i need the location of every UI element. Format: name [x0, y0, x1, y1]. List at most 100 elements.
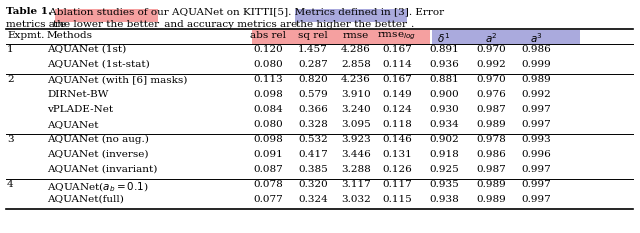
Text: 0.881: 0.881	[429, 75, 459, 84]
Text: 0.925: 0.925	[429, 165, 459, 174]
Text: 2: 2	[7, 75, 13, 84]
Text: AQUANet (1st-stat): AQUANet (1st-stat)	[47, 60, 150, 69]
Text: 0.287: 0.287	[298, 60, 328, 69]
Text: 3.095: 3.095	[341, 120, 371, 129]
Text: 4.236: 4.236	[341, 75, 371, 84]
Text: 0.320: 0.320	[298, 180, 328, 189]
Text: 0.891: 0.891	[429, 45, 459, 54]
Text: 0.146: 0.146	[382, 135, 412, 144]
Text: 1: 1	[7, 45, 13, 54]
FancyBboxPatch shape	[55, 8, 158, 21]
Text: 0.080: 0.080	[253, 120, 283, 129]
Text: $\delta^1$: $\delta^1$	[438, 31, 451, 45]
Text: 3.117: 3.117	[341, 180, 371, 189]
Text: AQUANet(full): AQUANet(full)	[47, 195, 124, 204]
Text: rmse$_{log}$: rmse$_{log}$	[378, 31, 417, 42]
Text: 0.976: 0.976	[476, 90, 506, 99]
Text: AQUANet (1st): AQUANet (1st)	[47, 45, 126, 54]
Text: 3.923: 3.923	[341, 135, 371, 144]
Text: 0.992: 0.992	[521, 90, 551, 99]
Text: 0.997: 0.997	[521, 165, 551, 174]
Text: Methods: Methods	[47, 31, 93, 40]
Text: 0.328: 0.328	[298, 120, 328, 129]
Text: 0.098: 0.098	[253, 90, 283, 99]
Text: 0.997: 0.997	[521, 120, 551, 129]
Text: 0.114: 0.114	[382, 60, 412, 69]
Text: 0.930: 0.930	[429, 105, 459, 114]
Text: AQUANet($a_b = 0.1$): AQUANet($a_b = 0.1$)	[47, 180, 148, 194]
Text: 0.120: 0.120	[253, 45, 283, 54]
Text: 0.579: 0.579	[298, 90, 328, 99]
Text: 0.986: 0.986	[476, 150, 506, 159]
Text: 0.084: 0.084	[253, 105, 283, 114]
Text: 4.286: 4.286	[341, 45, 371, 54]
Text: the lower the better: the lower the better	[53, 20, 159, 29]
Text: and accuracy metrics are: and accuracy metrics are	[161, 20, 301, 29]
FancyBboxPatch shape	[432, 30, 580, 44]
Text: 0.532: 0.532	[298, 135, 328, 144]
Text: 0.366: 0.366	[298, 105, 328, 114]
Text: AQUANet: AQUANet	[47, 120, 99, 129]
Text: $a^2$: $a^2$	[484, 31, 497, 45]
Text: the higher the better: the higher the better	[296, 20, 406, 29]
Text: 3.288: 3.288	[341, 165, 371, 174]
Text: 0.117: 0.117	[382, 180, 412, 189]
Text: 0.970: 0.970	[476, 75, 506, 84]
Text: 0.820: 0.820	[298, 75, 328, 84]
Text: 0.987: 0.987	[476, 105, 506, 114]
FancyBboxPatch shape	[295, 8, 407, 21]
Text: metrics are: metrics are	[6, 20, 69, 29]
Text: 0.080: 0.080	[253, 60, 283, 69]
Text: 0.077: 0.077	[253, 195, 283, 204]
Text: 0.087: 0.087	[253, 165, 283, 174]
Text: 0.091: 0.091	[253, 150, 283, 159]
Text: 0.113: 0.113	[253, 75, 283, 84]
Text: .: .	[410, 20, 413, 29]
Text: 0.167: 0.167	[382, 75, 412, 84]
Text: sq rel: sq rel	[298, 31, 328, 40]
Text: vPLADE-Net: vPLADE-Net	[47, 105, 113, 114]
Text: 1.457: 1.457	[298, 45, 328, 54]
Text: 0.126: 0.126	[382, 165, 412, 174]
Text: 0.989: 0.989	[476, 120, 506, 129]
Text: 0.997: 0.997	[521, 180, 551, 189]
Text: 0.938: 0.938	[429, 195, 459, 204]
Text: AQUANet (no aug.): AQUANet (no aug.)	[47, 135, 149, 144]
Text: 0.118: 0.118	[382, 120, 412, 129]
Text: 0.970: 0.970	[476, 45, 506, 54]
Text: 3.240: 3.240	[341, 105, 371, 114]
Text: 0.900: 0.900	[429, 90, 459, 99]
Text: 0.124: 0.124	[382, 105, 412, 114]
Text: 0.149: 0.149	[382, 90, 412, 99]
Text: DIRNet-BW: DIRNet-BW	[47, 90, 108, 99]
Text: 0.098: 0.098	[253, 135, 283, 144]
Text: 0.078: 0.078	[253, 180, 283, 189]
Text: 4: 4	[7, 180, 13, 189]
Text: $a^3$: $a^3$	[529, 31, 543, 45]
Text: 0.934: 0.934	[429, 120, 459, 129]
FancyBboxPatch shape	[252, 30, 430, 44]
Text: 0.385: 0.385	[298, 165, 328, 174]
Text: 0.918: 0.918	[429, 150, 459, 159]
Text: AQUANet (inverse): AQUANet (inverse)	[47, 150, 148, 159]
Text: 0.986: 0.986	[521, 45, 551, 54]
Text: 0.996: 0.996	[521, 150, 551, 159]
Text: 0.989: 0.989	[476, 180, 506, 189]
Text: 0.167: 0.167	[382, 45, 412, 54]
Text: 2.858: 2.858	[341, 60, 371, 69]
Text: 0.999: 0.999	[521, 60, 551, 69]
Text: 0.417: 0.417	[298, 150, 328, 159]
Text: 0.992: 0.992	[476, 60, 506, 69]
Text: 0.987: 0.987	[476, 165, 506, 174]
Text: 0.997: 0.997	[521, 105, 551, 114]
Text: Ablation studies of our AQUANet on KITTI[5]. Metrics defined in [3]. Error: Ablation studies of our AQUANet on KITTI…	[46, 7, 444, 16]
Text: 3.910: 3.910	[341, 90, 371, 99]
Text: 0.993: 0.993	[521, 135, 551, 144]
Text: 0.935: 0.935	[429, 180, 459, 189]
Text: 3.032: 3.032	[341, 195, 371, 204]
Text: 0.997: 0.997	[521, 195, 551, 204]
Text: AQUANet (with [6] masks): AQUANet (with [6] masks)	[47, 75, 188, 84]
Text: AQUANet (invariant): AQUANet (invariant)	[47, 165, 157, 174]
Text: Table 1.: Table 1.	[6, 7, 52, 16]
Text: 3: 3	[7, 135, 13, 144]
